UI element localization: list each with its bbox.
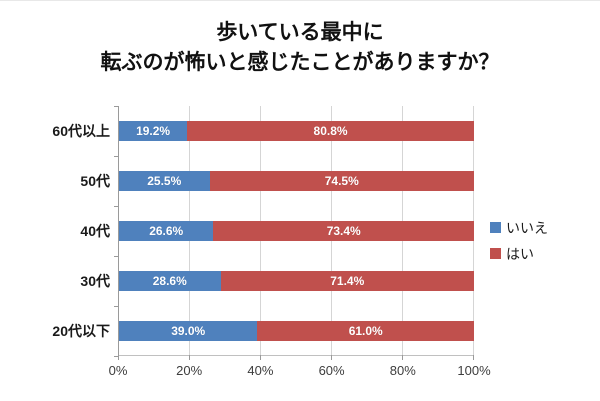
legend-swatch [490, 248, 501, 259]
bar-track: 25.5% 74.5% [119, 171, 474, 191]
legend-item: いいえ [490, 217, 548, 238]
bar-segment-はい: 80.8% [187, 121, 474, 141]
x-axis-tick [473, 355, 474, 360]
bar-row: 39.0% 61.0% [119, 306, 474, 356]
x-axis-tick-label: 20% [176, 363, 203, 378]
y-axis-tick [114, 306, 119, 307]
bar-value-label: 26.6% [149, 224, 184, 238]
category-label: 40代 [80, 223, 110, 239]
bar-segment-いいえ: 19.2% [119, 121, 188, 141]
bar-value-label: 61.0% [348, 324, 383, 338]
x-axis-tick-label: 60% [318, 363, 345, 378]
y-axis-tick [114, 356, 119, 357]
bar-value-label: 80.8% [313, 124, 348, 138]
bar-segment-いいえ: 26.6% [119, 221, 214, 241]
x-axis-tick-label: 0% [108, 363, 128, 378]
bar-track: 26.6% 73.4% [119, 221, 474, 241]
x-axis-tick [118, 355, 119, 360]
bar-value-label: 74.5% [324, 174, 359, 188]
x-axis-tick [189, 355, 190, 360]
x-axis-tick [402, 355, 403, 360]
bar-track: 28.6% 71.4% [119, 271, 474, 291]
chart-title-line1: 歩いている最中に [216, 21, 384, 44]
y-axis-tick [114, 156, 119, 157]
bar-value-label: 25.5% [147, 174, 182, 188]
x-axis-tick-label: 40% [247, 363, 274, 378]
bar-row: 25.5% 74.5% [119, 156, 474, 206]
x-axis-tick-label: 80% [389, 363, 416, 378]
x-axis-labels: 0% 20% 40% 60% 80% 100% [109, 363, 491, 381]
bar-value-label: 28.6% [152, 274, 187, 288]
legend-item: はい [490, 243, 548, 264]
bar-segment-はい: 73.4% [213, 221, 474, 241]
y-axis-labels: 60代以上 50代 40代 30代 20代以下 [0, 106, 110, 356]
bar-row: 26.6% 73.4% [119, 206, 474, 256]
bar-segment-はい: 71.4% [220, 271, 474, 291]
bar-value-label: 73.4% [326, 224, 361, 238]
bar-segment-いいえ: 25.5% [119, 171, 210, 191]
bar-segment-いいえ: 39.0% [119, 321, 258, 341]
x-axis-tick-label: 100% [457, 363, 491, 378]
y-axis-tick [114, 256, 119, 257]
bar-segment-はい: 74.5% [209, 171, 474, 191]
bar-row: 28.6% 71.4% [119, 256, 474, 306]
bar-value-label: 39.0% [171, 324, 206, 338]
category-label: 20代以下 [52, 323, 110, 339]
bar-value-label: 71.4% [330, 274, 365, 288]
plot-area: 19.2% 80.8% 25.5% 74.5% 26.6% 73.4% 28.6% 71.4%… [114, 106, 474, 360]
legend-label: いいえ [506, 219, 548, 236]
chart-title-line2: 転ぶのが怖いと感じたことがありますか？ [100, 51, 500, 75]
bar-row: 19.2% 80.8% [119, 106, 474, 156]
y-axis-tick [114, 106, 119, 107]
legend-label: はい [506, 245, 534, 262]
y-axis-tick [114, 206, 119, 207]
bar-segment-はい: 61.0% [257, 321, 474, 341]
legend-swatch [490, 222, 501, 233]
bar-segment-いいえ: 28.6% [119, 271, 221, 291]
x-axis-tick [260, 355, 261, 360]
bar-value-label: 19.2% [136, 124, 171, 138]
bar-track: 19.2% 80.8% [119, 121, 474, 141]
category-label: 60代以上 [52, 123, 110, 139]
x-axis-tick [331, 355, 332, 360]
bar-track: 39.0% 61.0% [119, 321, 474, 341]
category-label: 30代 [80, 273, 110, 289]
legend: いいえ はい [490, 217, 548, 264]
chart-title: 歩いている最中に 転ぶのが怖いと感じたことがありますか？ [0, 18, 600, 79]
category-label: 50代 [80, 173, 110, 189]
